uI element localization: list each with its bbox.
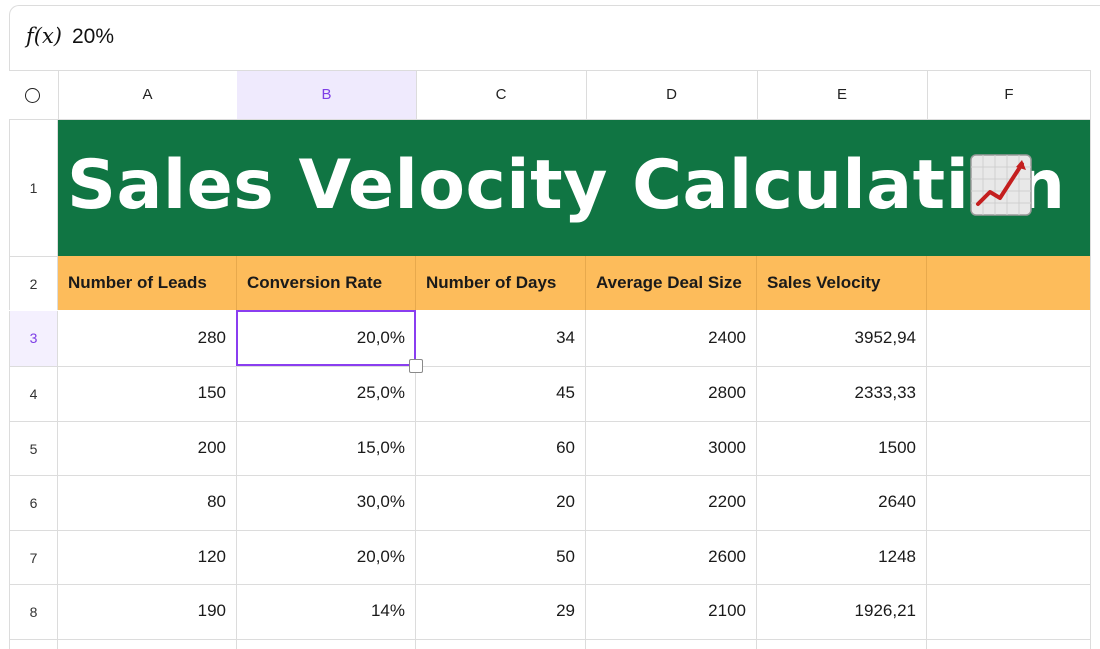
title-banner[interactable]: Sales Velocity Calculation (58, 120, 1092, 256)
header-conversion-rate[interactable]: Conversion Rate (237, 256, 416, 310)
cell-a5[interactable]: 200 (197, 438, 226, 457)
fill-handle[interactable] (409, 359, 423, 373)
grid-line (9, 475, 1100, 476)
active-cell-outline (236, 310, 416, 366)
cell-c6[interactable]: 20 (556, 492, 575, 511)
grid-line (236, 310, 237, 649)
column-header-f[interactable]: F (927, 71, 1092, 119)
cell-e8[interactable]: 1926,21 (854, 601, 916, 620)
grid-line (9, 421, 1100, 422)
column-g-edge[interactable] (1090, 70, 1100, 649)
select-all-corner[interactable] (9, 71, 59, 119)
cell-b6[interactable]: 30,0% (356, 492, 405, 511)
header-sales-velocity[interactable]: Sales Velocity (757, 256, 927, 310)
row-header-6[interactable]: 6 (9, 475, 58, 530)
column-header-d[interactable]: D (586, 71, 758, 119)
grid-line (9, 366, 1100, 367)
cell-d4[interactable]: 2800 (708, 383, 746, 402)
cell-b8[interactable]: 14% (370, 601, 405, 620)
grid-line (9, 530, 1100, 531)
formula-bar[interactable]: f(x) 20% (9, 5, 1100, 70)
row-header-4[interactable]: 4 (9, 366, 58, 421)
cell-c7[interactable]: 50 (556, 547, 575, 566)
header-empty-f[interactable] (927, 256, 1100, 310)
chart-increasing-icon (970, 154, 1032, 216)
row-header-8[interactable]: 8 (9, 584, 58, 639)
grid-line (415, 310, 416, 649)
cell-a8[interactable]: 190 (197, 601, 226, 620)
grid-line (9, 584, 1100, 585)
header-number-of-leads[interactable]: Number of Leads (58, 256, 237, 310)
cell-d8[interactable]: 2100 (708, 601, 746, 620)
cell-c8[interactable]: 29 (556, 601, 575, 620)
grid-line (9, 639, 1100, 640)
formula-value[interactable]: 20% (72, 25, 115, 48)
column-header-c[interactable]: C (416, 71, 587, 119)
cell-b4[interactable]: 25,0% (356, 383, 405, 402)
cell-b3[interactable]: 20,0% (356, 328, 405, 347)
cell-d5[interactable]: 3000 (708, 438, 746, 457)
cell-e5[interactable]: 1500 (878, 438, 916, 457)
header-average-deal-size[interactable]: Average Deal Size (586, 256, 757, 310)
row-header-7[interactable]: 7 (9, 530, 58, 584)
cell-e7[interactable]: 1248 (878, 547, 916, 566)
row-header-3[interactable]: 3 (9, 311, 58, 366)
column-header-a[interactable]: A (58, 71, 238, 119)
header-number-of-days[interactable]: Number of Days (416, 256, 586, 310)
cell-a6[interactable]: 80 (207, 492, 226, 511)
cell-e3[interactable]: 3952,94 (854, 328, 916, 347)
column-header-row: A B C D E F (9, 70, 1100, 120)
cell-e4[interactable]: 2333,33 (854, 383, 916, 402)
grid-line (585, 310, 586, 649)
cell-a4[interactable]: 150 (197, 383, 226, 402)
circle-icon (25, 88, 40, 103)
cell-d7[interactable]: 2600 (708, 547, 746, 566)
row-header-2[interactable]: 2 (9, 256, 58, 310)
cell-a7[interactable]: 120 (197, 547, 226, 566)
row-header-5[interactable]: 5 (9, 421, 58, 475)
cell-c3[interactable]: 34 (556, 328, 575, 347)
sheet-title: Sales Velocity Calculation (67, 146, 1066, 225)
cell-d6[interactable]: 2200 (708, 492, 746, 511)
cell-e6[interactable]: 2640 (878, 492, 916, 511)
formula-label: f(x) (26, 24, 63, 48)
grid-line (926, 310, 927, 649)
cell-c5[interactable]: 60 (556, 438, 575, 457)
cell-b7[interactable]: 20,0% (356, 547, 405, 566)
cell-b5[interactable]: 15,0% (356, 438, 405, 457)
grid-line (756, 310, 757, 649)
row-header-9[interactable] (9, 639, 58, 649)
cell-d3[interactable]: 2400 (708, 328, 746, 347)
column-titles-row: Number of Leads Conversion Rate Number o… (58, 256, 1100, 310)
cell-a3[interactable]: 280 (197, 328, 226, 347)
cell-c4[interactable]: 45 (556, 383, 575, 402)
column-header-b[interactable]: B (237, 71, 417, 119)
row-header-1[interactable]: 1 (9, 120, 58, 256)
column-header-e[interactable]: E (757, 71, 928, 119)
